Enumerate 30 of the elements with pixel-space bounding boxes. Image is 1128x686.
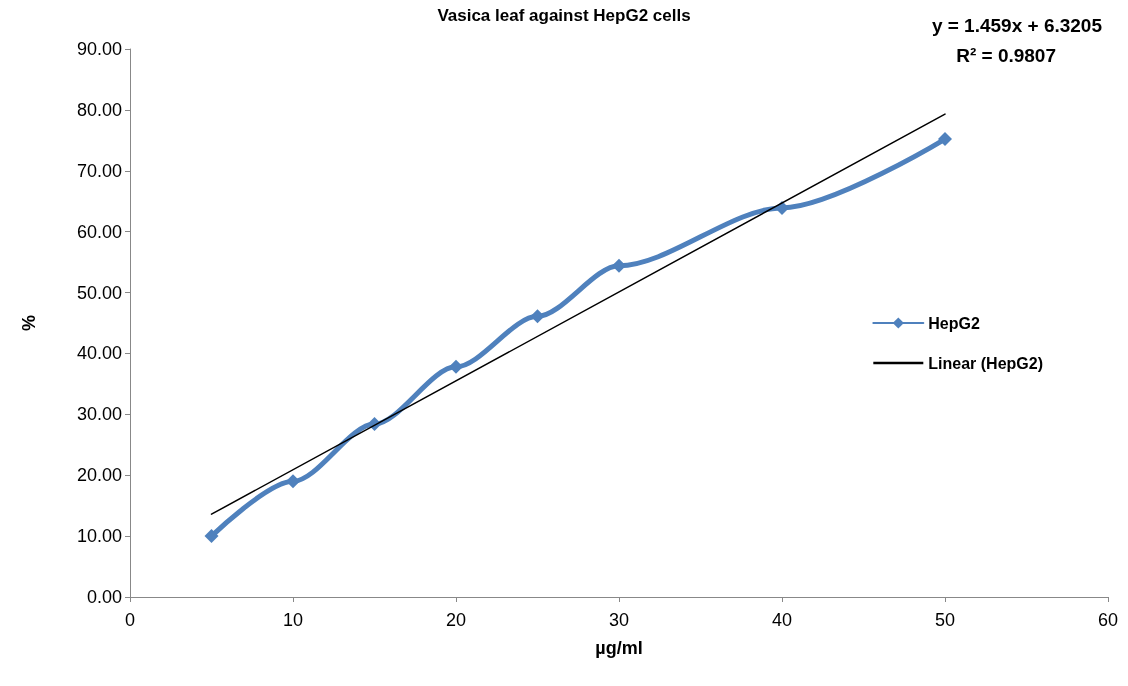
point bbox=[612, 258, 626, 273]
y-axis-title: % bbox=[19, 314, 39, 332]
y-tick-label: 70.00 bbox=[76, 160, 122, 181]
x-tick-label: 10 bbox=[282, 610, 304, 630]
text: y = 1.459x + 6.3205 bbox=[931, 15, 1103, 36]
y-tick-label: 50.00 bbox=[76, 282, 122, 303]
x-tick-label: 60 bbox=[1097, 610, 1119, 630]
y-tick-label: 90.00 bbox=[76, 39, 122, 59]
chart-title: Vasica leaf against HepG2 cells bbox=[437, 6, 691, 25]
annotation: R² = 0.9807 bbox=[956, 45, 1057, 66]
x-tick-label: 30 bbox=[608, 610, 630, 630]
x-tick-label: 20 bbox=[445, 610, 467, 630]
legend-label: Linear (HepG2) bbox=[928, 354, 1043, 372]
y-tick-label: 0.00 bbox=[86, 587, 122, 607]
x-tick-label: 50 bbox=[934, 610, 956, 630]
y-tick-label: 60.00 bbox=[76, 221, 122, 242]
point bbox=[938, 132, 952, 147]
x-tick-label: 0 bbox=[124, 610, 136, 630]
y-tick-label: 80.00 bbox=[76, 99, 122, 120]
x-axis-title: µg/ml bbox=[595, 638, 643, 658]
y-tick-label: 40.00 bbox=[76, 343, 122, 364]
y-tick-label: 20.00 bbox=[76, 465, 122, 486]
point bbox=[204, 529, 219, 544]
point bbox=[449, 359, 463, 374]
legend-label: HepG2 bbox=[928, 314, 980, 332]
point bbox=[530, 309, 545, 324]
point bbox=[286, 474, 300, 489]
y-tick-label: 30.00 bbox=[76, 404, 122, 425]
x-tick-label: 40 bbox=[771, 610, 793, 630]
y-tick-label: 10.00 bbox=[76, 526, 122, 547]
